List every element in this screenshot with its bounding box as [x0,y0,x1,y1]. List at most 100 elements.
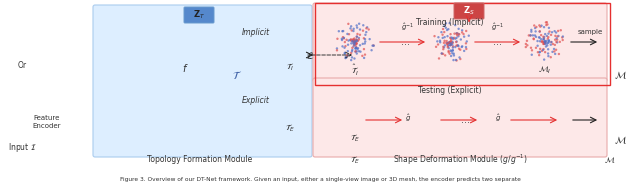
Point [455,48,465,51]
Point [446,42,456,45]
Point [362,26,372,29]
Point [349,40,360,43]
Point [538,41,548,44]
Text: $\mathcal{T}_I$: $\mathcal{T}_I$ [286,61,294,73]
Point [544,26,554,29]
Point [451,32,461,35]
Point [347,40,357,43]
Point [550,52,560,55]
Point [438,28,448,31]
Point [534,36,544,39]
Point [346,25,356,28]
Point [351,39,362,41]
Point [540,42,550,45]
Point [525,34,536,37]
Point [351,47,361,50]
Point [341,56,351,59]
Point [358,42,368,45]
Point [445,44,456,46]
Point [529,37,539,40]
Point [526,46,536,49]
Text: ...: ... [493,37,502,47]
Point [446,54,456,57]
Point [340,55,351,58]
Point [544,39,554,42]
Point [453,45,463,48]
Point [532,44,543,47]
Point [355,33,365,36]
Point [352,35,362,38]
Point [438,45,449,48]
Point [457,31,467,34]
Point [435,41,445,44]
Point [535,50,545,53]
Point [351,50,362,53]
Text: Testing (Explicit): Testing (Explicit) [418,86,482,94]
Point [540,41,550,44]
Point [456,38,466,41]
Point [339,37,349,40]
Point [337,37,347,40]
Point [461,40,472,43]
Point [550,30,560,33]
Point [552,38,563,41]
Point [447,41,458,44]
Point [444,41,454,44]
Point [527,53,537,56]
Point [443,46,453,49]
Point [445,52,455,55]
Point [558,35,568,38]
Point [347,48,357,51]
Point [333,30,344,33]
Point [530,27,540,30]
Point [359,48,369,51]
Point [541,24,552,27]
Point [445,44,456,46]
Point [534,30,545,33]
Text: $\mathcal{T}$: $\mathcal{T}$ [232,69,242,81]
Point [339,36,349,39]
Point [542,44,552,47]
Point [438,48,449,51]
Point [351,46,362,49]
Point [531,35,541,38]
Point [340,41,350,44]
Point [446,42,456,45]
Point [541,45,551,48]
Point [351,42,362,45]
Point [530,34,540,37]
Point [461,42,471,45]
Point [440,44,450,47]
Point [348,30,358,33]
Point [538,37,548,40]
Point [353,33,363,36]
Point [441,26,451,29]
Point [447,43,458,46]
Point [365,38,375,41]
Point [445,41,455,44]
Text: ...: ... [401,37,410,47]
Point [338,36,348,39]
Point [353,39,363,42]
Point [439,46,449,49]
Point [541,21,552,24]
Text: Feature
Encoder: Feature Encoder [33,116,61,129]
FancyBboxPatch shape [454,3,484,19]
Point [441,41,451,44]
Point [431,45,441,48]
Point [547,31,557,34]
Point [429,35,440,38]
Point [346,38,356,41]
Point [526,30,536,33]
Point [340,51,350,54]
Point [543,48,553,51]
Point [436,31,447,34]
Point [535,25,545,28]
Point [342,32,353,35]
Point [543,52,553,55]
Point [540,39,550,42]
Point [353,47,363,50]
Point [457,45,467,48]
Point [451,37,461,40]
Point [342,50,353,53]
